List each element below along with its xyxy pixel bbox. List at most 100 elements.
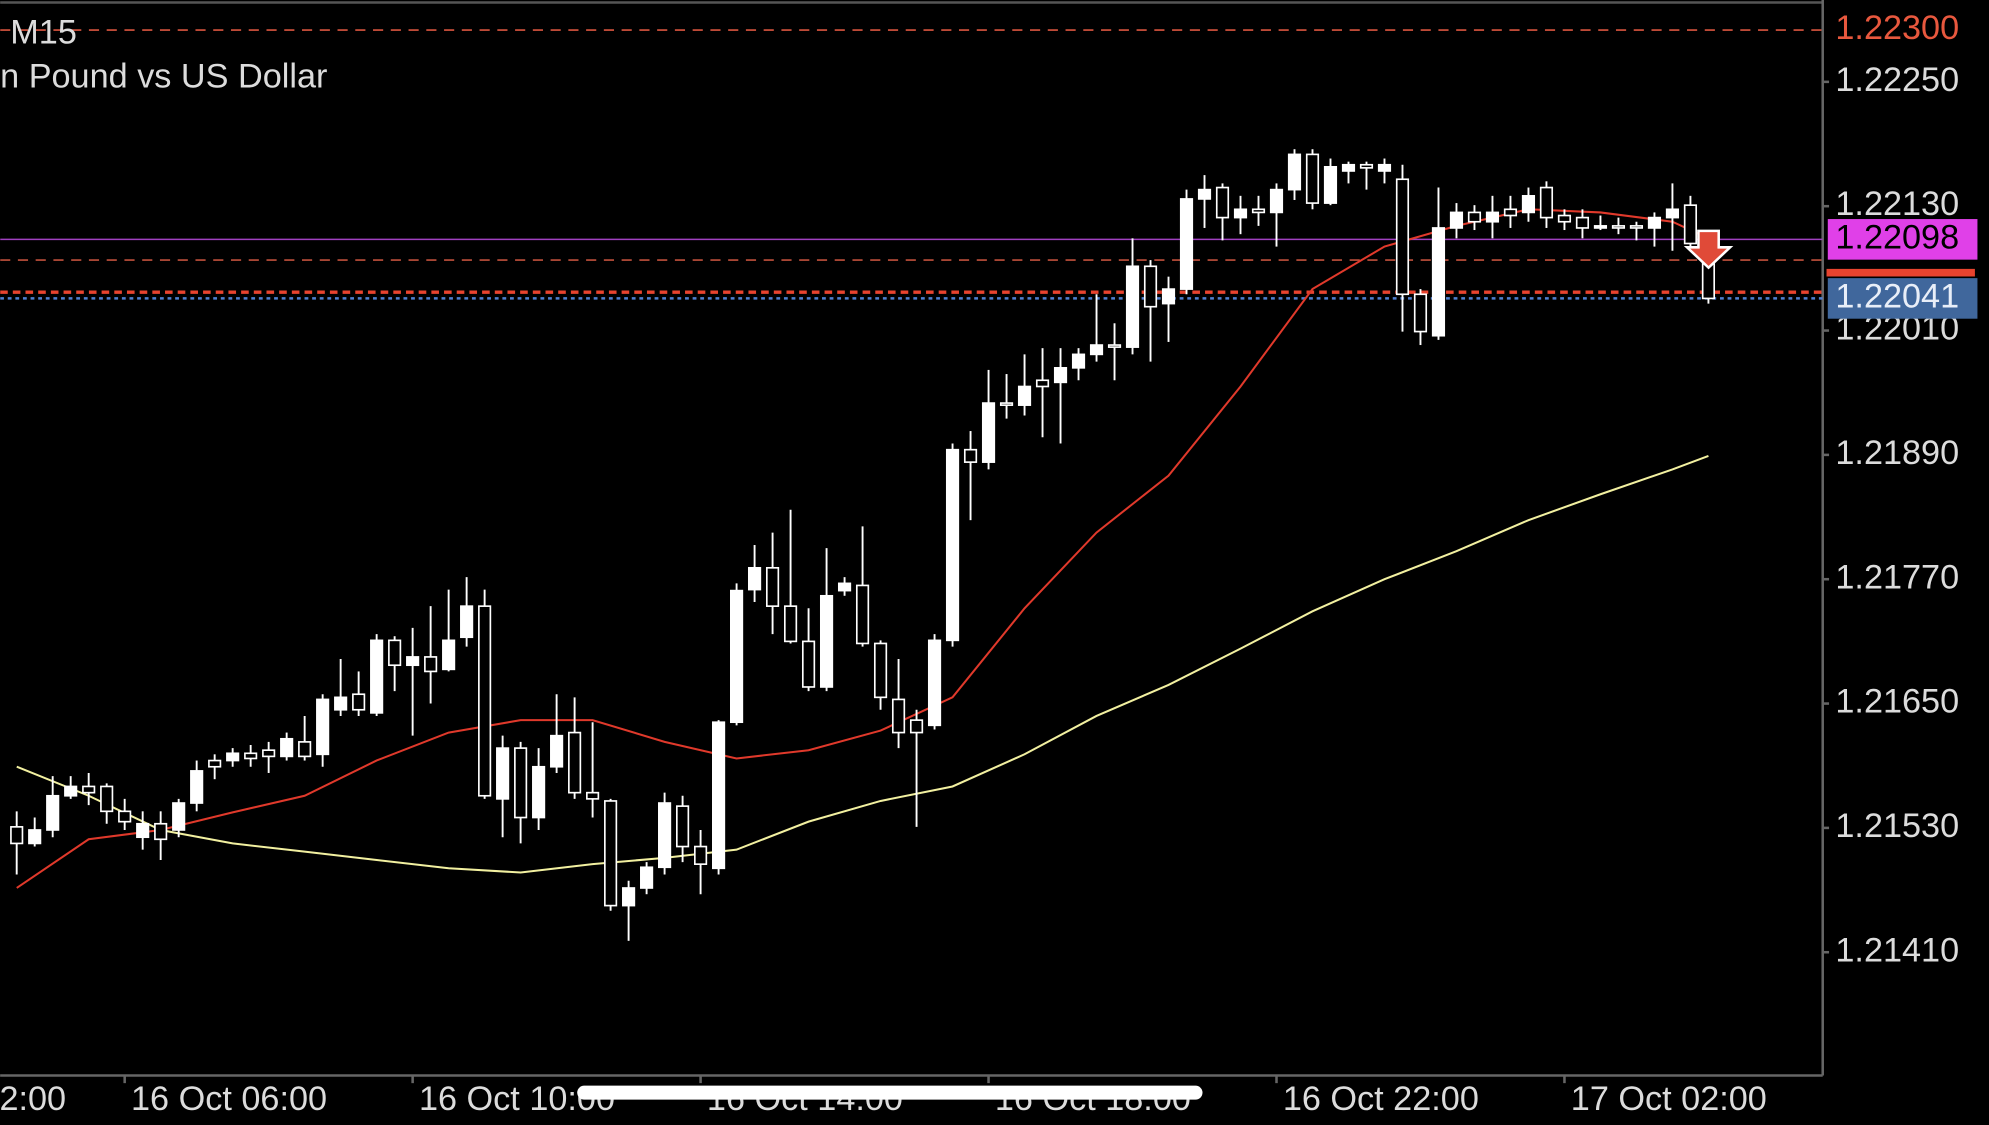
candle-body: [855, 584, 870, 645]
candle-body: [406, 656, 420, 667]
candle-body: [891, 698, 906, 734]
candle-body: [1161, 288, 1176, 305]
candle-body: [927, 639, 942, 727]
x-tick-label: 16 Oct 06:00: [131, 1080, 327, 1118]
candle-body: [64, 785, 78, 797]
candle-body: [1359, 163, 1374, 169]
candle-body: [298, 741, 312, 758]
candle-body: [694, 845, 708, 865]
candle-body: [496, 747, 510, 800]
candle-body: [909, 719, 924, 734]
candle-body: [604, 800, 618, 907]
candle-body: [334, 696, 348, 711]
y-tick-label: 1.21650: [1835, 683, 1959, 721]
plot-area: [0, 29, 1823, 941]
candle-body: [586, 791, 600, 800]
candle-body: [837, 582, 852, 592]
candle-body: [1647, 216, 1662, 229]
candle-body: [1557, 214, 1572, 223]
candle-body: [1449, 211, 1464, 229]
sell-arrow: [1683, 229, 1734, 270]
candle-body: [765, 566, 780, 607]
candle-body: [1467, 211, 1482, 223]
chart-title: M15: [10, 13, 77, 51]
candle-body: [981, 402, 996, 463]
candle-body: [154, 822, 168, 841]
candle-body: [1611, 225, 1626, 229]
candle-body: [244, 752, 258, 760]
candle-body: [352, 693, 366, 711]
candle-body: [532, 765, 546, 819]
candle-body: [1179, 198, 1194, 290]
candle-body: [676, 805, 690, 848]
candle-body: [1575, 216, 1590, 229]
candle-body: [1521, 195, 1536, 214]
candle-body: [640, 866, 654, 889]
candle-body: [1269, 188, 1284, 214]
candle-body: [1503, 208, 1518, 217]
candle-body: [1107, 344, 1122, 348]
candle-body: [1539, 186, 1554, 219]
y-tick-label: 1.22130: [1835, 185, 1959, 223]
candle-body: [622, 887, 636, 907]
candle-body: [118, 810, 132, 823]
candle-body: [388, 639, 402, 667]
candle-body: [190, 770, 204, 804]
candle-body: [999, 402, 1014, 406]
candle-body: [945, 448, 960, 642]
candle-body: [478, 605, 492, 797]
candle-body: [1683, 204, 1698, 245]
candle-body: [1197, 188, 1212, 200]
candle-body: [783, 605, 798, 643]
candle-body: [747, 566, 762, 591]
candle-body: [100, 785, 114, 813]
candle-body: [1233, 208, 1248, 219]
candle-body: [316, 698, 330, 756]
candle-body: [1089, 344, 1104, 356]
y-tick-label: 1.21530: [1835, 807, 1959, 845]
candle-body: [1593, 225, 1608, 229]
candle-body: [712, 721, 726, 870]
candle-body: [1323, 165, 1338, 204]
candle-body: [1413, 293, 1428, 333]
candle-body: [1251, 208, 1266, 214]
candle-body: [46, 794, 60, 831]
candle-body: [658, 802, 672, 869]
candle-body: [1395, 178, 1410, 296]
price-level-label: 1.22041: [1835, 277, 1959, 315]
order-marker: [1826, 268, 1975, 277]
x-tick-label: 16 Oct 22:00: [1283, 1080, 1479, 1118]
candle-body: [1017, 385, 1032, 406]
candle-body: [1143, 265, 1158, 308]
candle-body: [460, 605, 474, 639]
candle-body: [1485, 211, 1500, 223]
price-label-bg: [1827, 219, 1978, 260]
chart-subtitle: n Pound vs US Dollar: [0, 58, 327, 96]
candle-body: [1071, 353, 1086, 369]
candle-body: [370, 639, 384, 714]
candle-body: [1035, 379, 1050, 388]
candle-body: [208, 759, 222, 768]
candle-body: [1629, 225, 1644, 229]
candle-body: [442, 639, 456, 671]
y-tick-label: 1.22250: [1835, 61, 1959, 99]
price-level-label: 1.22300: [1835, 9, 1959, 47]
candle-body: [1125, 265, 1140, 348]
moving-average: [16, 455, 1709, 874]
candle-body: [1665, 208, 1680, 219]
candle-body: [28, 829, 42, 845]
x-tick-label: 17 Oct 02:00: [1571, 1080, 1767, 1118]
candle-body: [873, 642, 888, 699]
candle-body: [1431, 227, 1446, 337]
candle-body: [1215, 186, 1230, 219]
price-label-bg: [1827, 278, 1978, 319]
y-tick-label: 1.21770: [1835, 558, 1959, 596]
x-tick-label: 2:00: [0, 1080, 66, 1118]
candle-body: [136, 822, 150, 839]
candle-body: [514, 747, 528, 819]
candle-body: [1053, 367, 1068, 384]
candle-body: [963, 448, 978, 463]
